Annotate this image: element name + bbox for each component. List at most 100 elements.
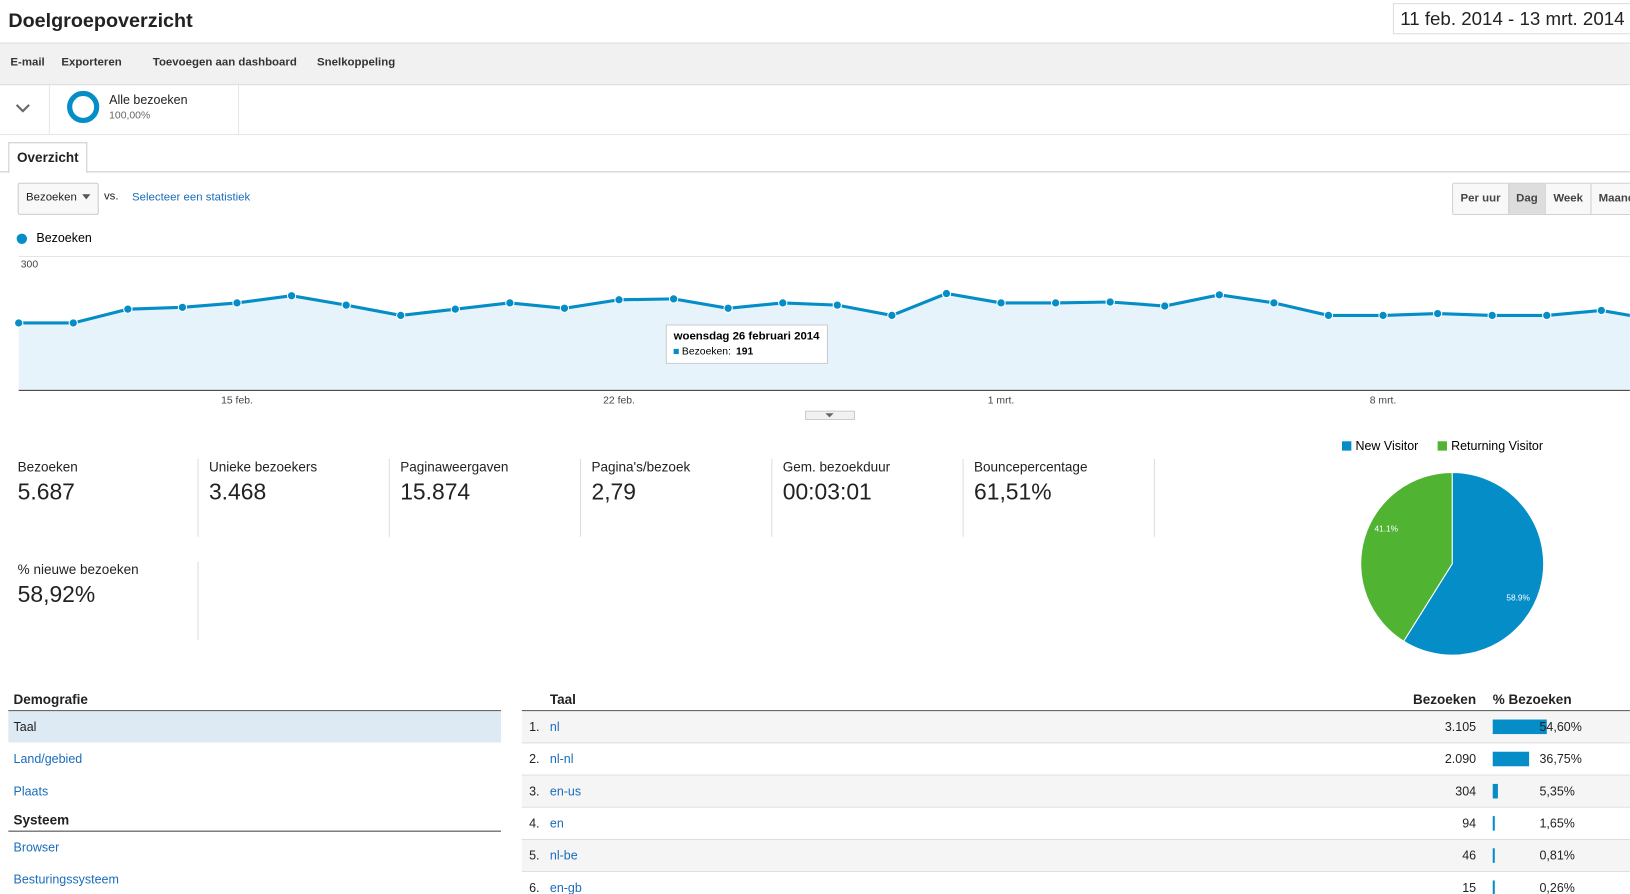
metric-label: Paginaweergaven [400,458,509,475]
visits: 3.105 [1444,719,1477,735]
pie-chart: New Visitor Returning Visitor 58.9% 41.1% [1341,439,1545,656]
metric-label: Unieke bezoekers [208,458,318,475]
nav-item[interactable]: Besturingssysteem [13,872,119,887]
percent-label: 36,75% [1539,751,1582,767]
legend-swatch [1341,441,1352,451]
pie-label: 58.9% [1506,592,1530,602]
point [341,300,351,310]
point [1378,310,1388,321]
metric-dropdown-label: Bezoeken [25,191,77,204]
pie-slice [1360,471,1453,642]
nav-item[interactable]: Land/gebied [13,751,83,767]
metric-value: 5.687 [17,478,75,505]
point [396,310,406,321]
metric-separator [197,458,199,537]
percent-label: 54,60% [1539,719,1582,735]
col-header: Taal [549,691,576,708]
legend-label: New Visitor [1356,439,1419,453]
segment-icons [15,90,100,124]
percent-bar [1492,880,1495,894]
rank: 2. [529,751,540,767]
date-range[interactable]: 11 feb. 2014 - 13 mrt. 2014 [1392,3,1630,35]
row-bg [521,839,1630,873]
pie-slice [1402,471,1545,656]
handle-caret [825,413,834,418]
tab-line [0,171,1630,173]
metric-value: 61,51% [974,478,1052,505]
point [996,298,1006,308]
percent-bar [1492,816,1495,831]
tooltip-swatch [673,348,679,355]
vs: vs. [103,190,119,203]
metric-separator [962,458,964,537]
toolbar [0,42,1630,86]
percent-bar [1492,719,1547,735]
point [723,303,733,313]
rank: 5. [529,848,540,863]
metric-label: Bouncepercentage [974,458,1088,475]
point [1542,310,1552,321]
point [1050,298,1061,308]
language[interactable]: en-gb [549,880,582,894]
toolbar-item[interactable]: Exporteren [61,56,122,69]
point [832,300,842,310]
visits: 15 [1462,880,1477,894]
metric-dropdown[interactable] [17,182,99,215]
nav-heading-line [8,830,502,832]
segment-name: Alle bezoeken [109,92,188,107]
x-tick-label: 22 feb. [603,396,635,407]
point [232,298,242,308]
point [1214,290,1225,300]
rank: 6. [529,880,540,894]
language[interactable]: nl-be [549,848,578,863]
legend-label: Returning Visitor [1451,439,1543,453]
metric-separator [197,561,199,640]
granularity-button[interactable]: Per uur [1453,183,1508,214]
point [559,303,570,313]
col-header: Bezoeken [1412,691,1477,708]
granularity: Per uurDagWeekMaand [1452,182,1630,215]
metric-label: % nieuwe bezoeken [17,561,139,578]
nav-item[interactable]: Plaats [13,783,49,799]
point [1269,298,1279,308]
metric-label: Bezoeken [17,458,78,475]
y-tick-label: 300 [21,260,39,271]
granularity-button[interactable]: Dag [1507,183,1546,214]
segment-box[interactable] [48,83,240,134]
percent-bar [1492,751,1530,767]
nav-item[interactable]: Taal [13,719,37,735]
nav-heading: Demografie [13,691,88,708]
chevron[interactable] [15,104,30,113]
granularity-button[interactable]: Week [1545,183,1591,214]
language[interactable]: en-us [549,783,582,799]
segment-ring [67,90,100,124]
language[interactable]: nl [549,719,560,735]
tooltip [665,324,828,364]
compare-link[interactable]: Selecteer een statistiek [132,191,251,204]
language[interactable]: nl-nl [549,751,574,767]
point [778,298,788,308]
header-line [521,710,1630,712]
point [14,318,24,328]
nav-item[interactable]: Browser [13,839,60,855]
tooltip-value: 191 [736,347,754,358]
toolbar-item[interactable]: E-mail [10,56,45,69]
granularity-button[interactable]: Maand [1590,183,1630,214]
tab[interactable]: Overzicht [8,142,88,174]
nav-heading-line [8,710,502,712]
language[interactable]: en [549,816,564,831]
toolbar-item[interactable]: Snelkoppeling [317,56,396,69]
metric-value: 15.874 [400,478,471,505]
nav-selected-bg [8,711,502,743]
point [505,298,515,308]
metric-separator [388,458,390,537]
toolbar-item[interactable]: Toevoegen aan dashboard [152,56,297,69]
point [1323,310,1334,321]
point [1432,308,1443,319]
metric-separator [1153,458,1155,537]
metric-value: 58,92% [17,581,96,608]
percent-label: 0,26% [1539,880,1575,894]
point [614,295,624,305]
pie-label: 41.1% [1374,524,1398,534]
visits: 304 [1455,783,1477,799]
